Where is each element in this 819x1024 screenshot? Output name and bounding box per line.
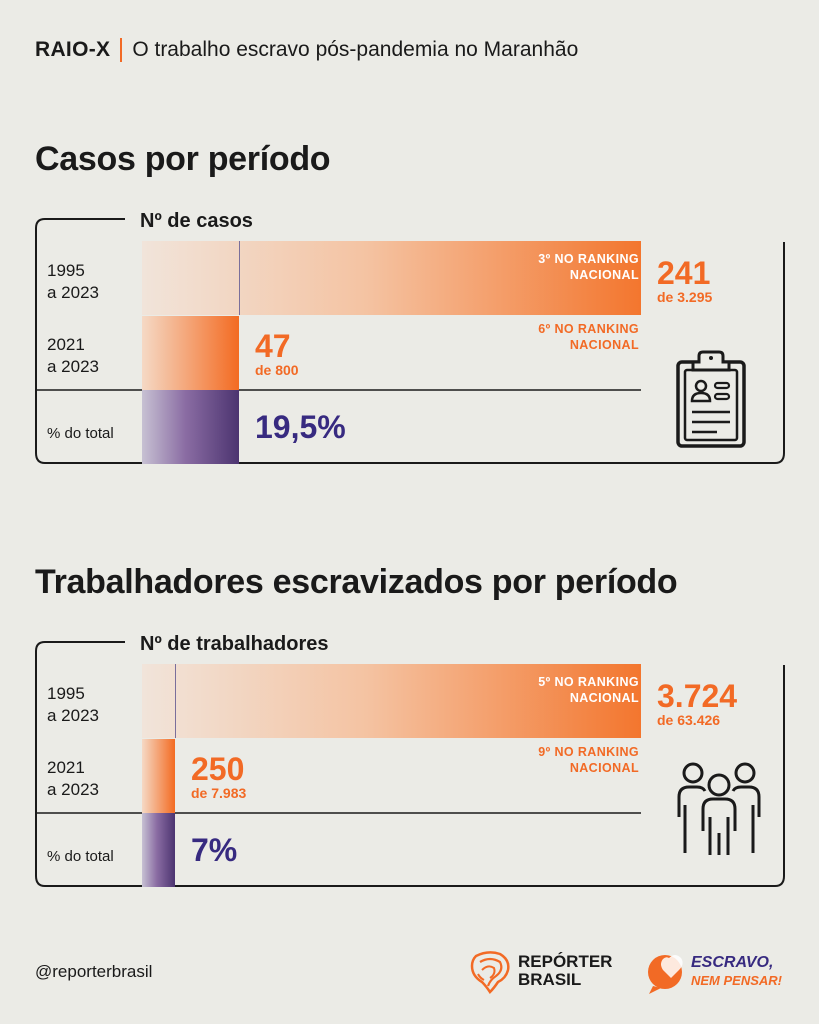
rank-line1: 5º NO RANKING xyxy=(538,675,639,689)
bar-share xyxy=(142,390,239,464)
bar-share xyxy=(142,813,175,887)
rank-line2: NACIONAL xyxy=(569,338,639,352)
value-recent: 250 xyxy=(191,751,245,787)
section-title-workers: Trabalhadores escravizados por período xyxy=(35,563,678,601)
header-subtitle: O trabalho escravo pós-pandemia no Maran… xyxy=(132,38,579,61)
row-label-line2: a 2023 xyxy=(47,706,99,725)
speech-heart-icon xyxy=(648,955,683,994)
chart-frame xyxy=(35,210,785,465)
chart-frame xyxy=(35,633,785,888)
rank-total: 5º NO RANKING NACIONAL xyxy=(538,674,639,706)
rank-recent: 9º NO RANKING NACIONAL xyxy=(538,744,639,776)
rank-line1: 3º NO RANKING xyxy=(538,252,639,266)
row-label-line2: a 2023 xyxy=(47,283,99,302)
clipboard-id-icon xyxy=(675,350,747,455)
row-label-share: % do total xyxy=(47,848,114,865)
rank-line2: NACIONAL xyxy=(569,761,639,775)
bar-total xyxy=(142,664,641,738)
header-kicker: RAIO-X xyxy=(35,38,111,61)
row-label-line1: 1995 xyxy=(47,261,85,280)
rank-line2: NACIONAL xyxy=(569,268,639,282)
chart-workers: Nº de trabalhadores 1995 a 2023 2021 a 2… xyxy=(35,633,785,888)
value-share: 19,5% xyxy=(255,409,346,445)
row-label-line1: 2021 xyxy=(47,758,85,777)
value-total: 3.724 xyxy=(657,678,738,714)
row-label-total: 1995 a 2023 xyxy=(47,260,99,304)
logo-rb-line2: BRASIL xyxy=(518,970,582,989)
of-recent: de 7.983 xyxy=(191,785,247,801)
chart-cases: Nº de casos 1995 a 2023 2021 a 2023 % do… xyxy=(35,210,785,465)
people-group-icon xyxy=(673,761,765,862)
of-total: de 3.295 xyxy=(657,289,713,305)
frame-lines xyxy=(35,218,785,464)
row-label-total: 1995 a 2023 xyxy=(47,683,99,727)
logo-enp-line2: NEM PENSAR! xyxy=(691,973,783,988)
frame-lines xyxy=(35,641,785,887)
rank-line1: 9º NO RANKING xyxy=(538,745,639,759)
bar-divider xyxy=(175,664,176,738)
bar-divider xyxy=(239,241,240,315)
column-label: Nº de casos xyxy=(140,210,253,232)
logo-escravo-nem-pensar: ESCRAVO, NEM PENSAR! xyxy=(645,950,782,994)
logo-enp-line1: ESCRAVO, xyxy=(691,954,774,971)
row-label-line2: a 2023 xyxy=(47,357,99,376)
logo-rb-line1: REPÓRTER xyxy=(518,952,613,971)
row-label-recent: 2021 a 2023 xyxy=(47,334,99,378)
bar-total xyxy=(142,241,641,315)
of-total: de 63.426 xyxy=(657,712,721,728)
row-label-line1: 2021 xyxy=(47,335,85,354)
row-label-line2: a 2023 xyxy=(47,780,99,799)
logo-reporter-brasil: REPÓRTER BRASIL xyxy=(468,948,612,994)
footer-handle: @reporterbrasil xyxy=(35,962,153,981)
rank-total: 3º NO RANKING NACIONAL xyxy=(538,251,639,283)
header-separator xyxy=(120,38,123,62)
of-recent: de 800 xyxy=(255,362,299,378)
row-label-line1: 1995 xyxy=(47,684,85,703)
bar-recent xyxy=(142,739,175,813)
header: RAIO-X O trabalho escravo pós-pandemia n… xyxy=(35,38,578,62)
value-recent: 47 xyxy=(255,328,291,364)
row-label-share: % do total xyxy=(47,425,114,442)
section-title-cases: Casos por período xyxy=(35,140,331,178)
value-share: 7% xyxy=(191,832,238,868)
rank-line1: 6º NO RANKING xyxy=(538,322,639,336)
value-total: 241 xyxy=(657,255,711,291)
column-label: Nº de trabalhadores xyxy=(140,633,329,655)
rank-recent: 6º NO RANKING NACIONAL xyxy=(538,321,639,353)
brazil-fingerprint-icon xyxy=(470,951,510,994)
bar-recent xyxy=(142,316,239,390)
rank-line2: NACIONAL xyxy=(569,691,639,705)
row-label-recent: 2021 a 2023 xyxy=(47,757,99,801)
